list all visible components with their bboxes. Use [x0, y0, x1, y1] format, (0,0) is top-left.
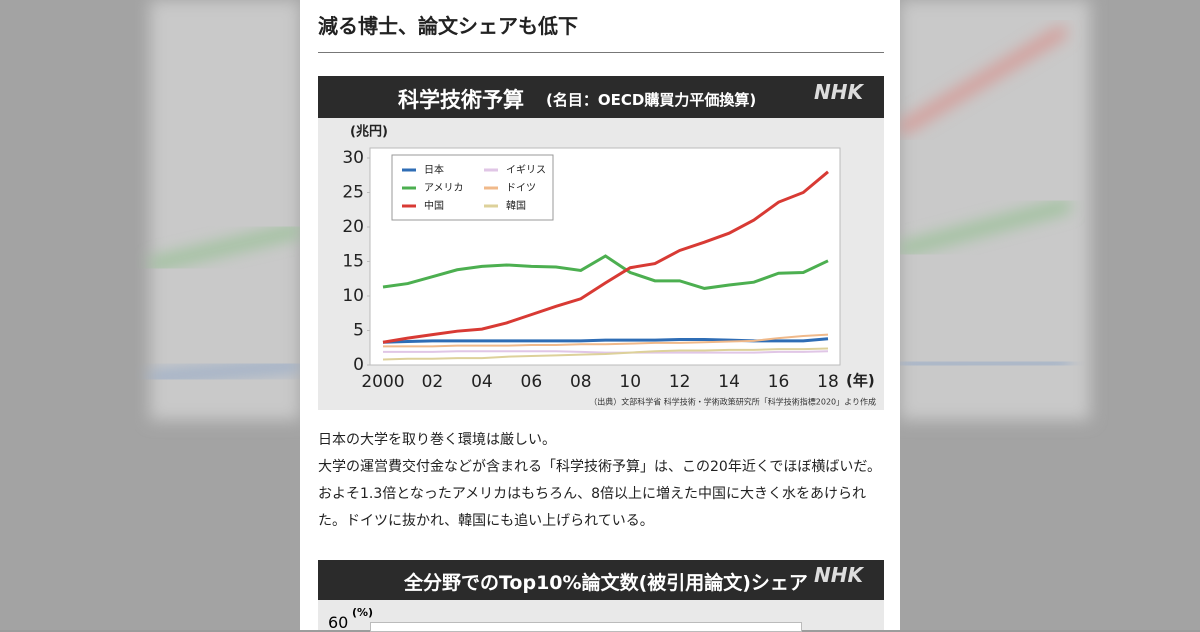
x-tick-label: 2000: [361, 372, 404, 392]
x-axis-label: (年): [846, 372, 875, 390]
x-tick-label: 16: [768, 372, 790, 392]
heading-rule: [318, 52, 884, 53]
series-line: [383, 350, 829, 354]
x-tick-label: 12: [669, 372, 691, 392]
y-tick-label: 0: [353, 355, 364, 375]
y-tick-label: 60: [328, 613, 349, 632]
x-tick-label: 18: [817, 372, 839, 392]
chart-subtitle: (名目：OECD購買力平価換算): [546, 91, 757, 109]
article-heading: 減る博士、論文シェアも低下: [318, 14, 578, 38]
series-line: [382, 170, 829, 344]
y-tick-label: 10: [342, 286, 364, 306]
x-tick-label: 06: [521, 372, 543, 392]
y-tick-label: 20: [342, 217, 364, 237]
series-line: [383, 333, 829, 348]
legend-label: アメリカ: [424, 182, 464, 194]
y-tick-label: 5: [353, 321, 364, 341]
y-axis-label: (%): [352, 606, 374, 619]
x-tick-label: 04: [471, 372, 493, 392]
chart-title: 科学技術予算: [398, 88, 524, 112]
source: （出典）文部科学省 科学技術・学術政策研究所「科学技術指標2020」より作成: [589, 397, 876, 407]
chart-area: (%) 60: [318, 600, 884, 632]
y-tick-label: 25: [342, 183, 364, 203]
legend-label: 日本: [424, 163, 444, 176]
chart-header: 科学技術予算 (名目：OECD購買力平価換算) NHK: [318, 76, 884, 118]
y-axis-label: (兆円): [350, 124, 388, 140]
y-tick-label: 15: [342, 252, 364, 272]
logo: NHK: [814, 80, 863, 104]
article-body: 日本の大学を取り巻く環境は厳しい。 大学の運営費交付金などが含まれる「科学技術予…: [318, 427, 884, 535]
chart-header: 全分野でのTop10%論文数(被引用論文)シェア NHK: [318, 560, 884, 600]
chart-title: 全分野でのTop10%論文数(被引用論文)シェア: [404, 572, 808, 594]
legend: [391, 154, 554, 221]
chart: (兆円) (年) （出典）文部科学省 科学技術・学術政策研究所「科学技術指標20…: [318, 118, 884, 410]
x-tick-label: 02: [422, 372, 444, 392]
plot-area: [370, 622, 802, 632]
y-tick-label: 30: [342, 148, 364, 168]
legend-label: イギリス: [506, 164, 546, 176]
series-line: [382, 254, 829, 290]
legend-label: 中国: [424, 199, 444, 212]
x-tick-label: 10: [619, 372, 641, 392]
paragraph: 日本の大学を取り巻く環境は厳しい。: [318, 432, 556, 448]
x-tick-label: 14: [718, 372, 740, 392]
series-line: [382, 347, 829, 361]
legend-label: 韓国: [506, 200, 526, 212]
x-tick-label: 08: [570, 372, 592, 392]
paragraph: 大学の運営費交付金などが含まれる「科学技術予算」は、この20年近くでほぼ横ばいだ…: [318, 459, 881, 529]
logo: NHK: [814, 563, 863, 587]
legend-label: ドイツ: [506, 183, 536, 194]
